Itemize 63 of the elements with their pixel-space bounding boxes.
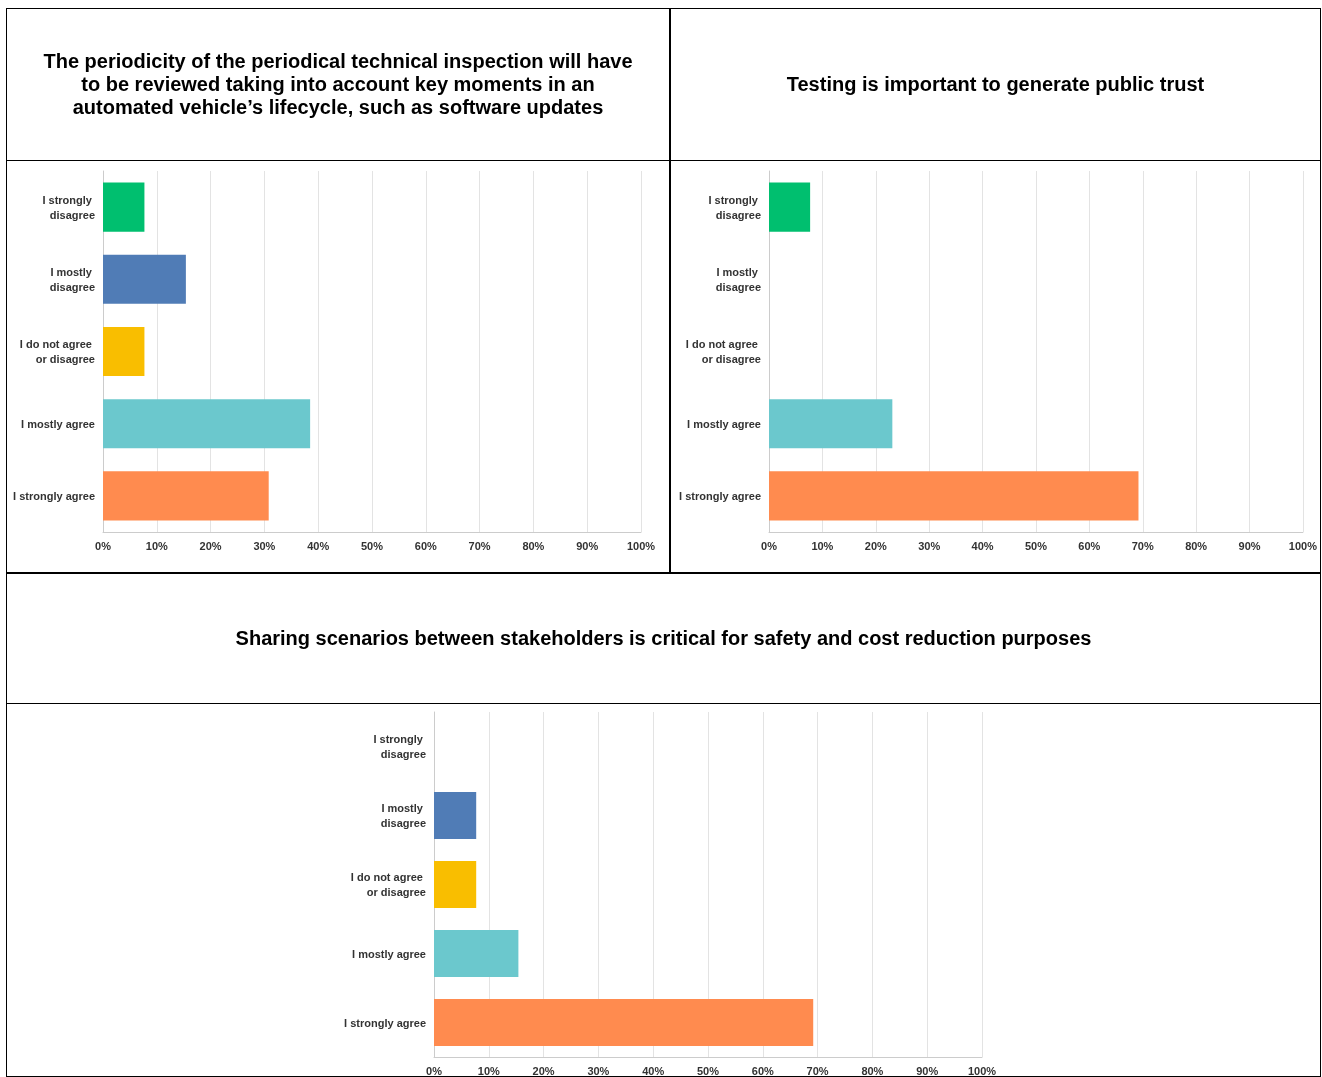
x-tick-label: 30%	[253, 539, 276, 552]
x-tick-label: 60%	[414, 539, 438, 552]
x-tick-label: 10%	[477, 1064, 501, 1077]
x-tick-label: 40%	[642, 1064, 665, 1077]
x-tick-label: 0%	[95, 539, 112, 552]
x-tick-label: 70%	[468, 539, 491, 552]
bar	[769, 399, 893, 449]
y-tick-label: I strongly disagree	[42, 193, 95, 221]
x-tick-label: 40%	[307, 539, 330, 552]
x-tick-label: 30%	[587, 1064, 610, 1077]
x-tick-label: 60%	[1078, 539, 1101, 552]
y-tick-label: I do not agree or disagree	[685, 338, 761, 365]
bar	[769, 182, 811, 232]
x-tick-label: 50%	[696, 1064, 720, 1077]
chart-title: Sharing scenarios between stakeholders is critical for safety and cost reduction purposes	[6, 573, 1321, 704]
x-tick-label: 50%	[360, 539, 384, 552]
x-tick-label: 10%	[145, 539, 169, 552]
bar	[434, 999, 814, 1046]
x-tick-label: 100%	[1288, 539, 1318, 552]
x-tick-label: 30%	[918, 539, 941, 552]
y-tick-label: I mostly disagree	[380, 802, 426, 829]
chart-title: Testing is important to generate public trust	[670, 8, 1321, 161]
y-tick-label: I mostly agree	[352, 947, 426, 960]
bar	[434, 861, 477, 908]
x-tick-label: 80%	[861, 1064, 884, 1077]
y-tick-label: I do not agree or disagree	[19, 338, 95, 365]
x-tick-label: 20%	[199, 539, 222, 552]
y-tick-label: I do not agree or disagree	[350, 871, 426, 898]
bar	[434, 792, 477, 839]
x-tick-label: 90%	[916, 1064, 939, 1077]
y-tick-label: I mostly agree	[21, 417, 95, 430]
x-tick-label: 20%	[864, 539, 888, 552]
bar	[103, 399, 311, 449]
x-tick-label: 90%	[1238, 539, 1261, 552]
y-tick-label: I strongly disagree	[708, 193, 761, 221]
x-tick-label: 60%	[751, 1064, 775, 1077]
x-tick-label: 90%	[576, 539, 599, 552]
x-tick-label: 0%	[426, 1064, 443, 1077]
bar	[103, 471, 269, 521]
y-tick-label: I strongly agree	[679, 489, 761, 502]
bar	[103, 254, 186, 304]
x-tick-label: 0%	[761, 539, 778, 552]
x-tick-label: 70%	[1131, 539, 1154, 552]
x-tick-label: 20%	[532, 1064, 555, 1077]
bar	[103, 326, 145, 377]
x-tick-label: 80%	[522, 539, 545, 552]
y-tick-label: I strongly disagree	[373, 733, 426, 760]
x-tick-label: 100%	[626, 539, 656, 552]
y-tick-label: I mostly disagree	[715, 265, 761, 293]
bar	[434, 930, 519, 977]
y-tick-label: I mostly agree	[687, 417, 761, 430]
x-tick-label: 70%	[806, 1064, 829, 1077]
y-tick-label: I strongly agree	[344, 1016, 426, 1029]
bar	[769, 471, 1139, 521]
x-tick-label: 80%	[1185, 539, 1208, 552]
chart-title: The periodicity of the periodical technical inspection will have to be reviewed taking into account key moments in an automated vehicle’s lifecycle, such as software updates	[6, 8, 670, 161]
x-tick-label: 10%	[811, 539, 834, 552]
x-tick-label: 100%	[967, 1064, 997, 1077]
x-tick-label: 40%	[971, 539, 994, 552]
bar	[103, 182, 145, 232]
y-tick-label: I mostly disagree	[49, 265, 95, 293]
x-tick-label: 50%	[1024, 539, 1048, 552]
y-tick-label: I strongly agree	[13, 489, 95, 502]
